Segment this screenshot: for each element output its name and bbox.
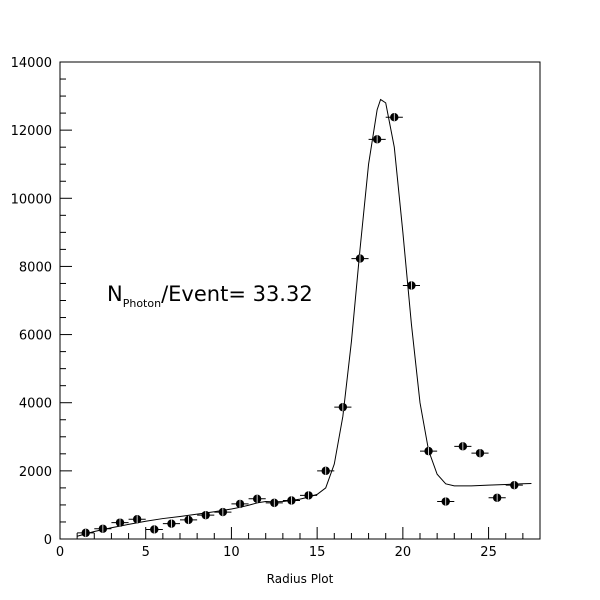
axes: 0 5 10 15 20 25 0 2000 4000 6000 8000 10000 12000 140… — [11, 56, 541, 560]
data-point — [437, 497, 455, 506]
annotation-subscript: Photon — [123, 297, 161, 310]
data-point — [128, 515, 146, 524]
fit-curve — [77, 98, 532, 537]
x-tick-label: 5 — [142, 545, 150, 560]
data-point — [197, 510, 215, 520]
data-point — [162, 519, 180, 528]
data-point — [420, 446, 438, 456]
y-tick-label: 4000 — [19, 397, 52, 412]
annotation-main: N — [107, 282, 123, 306]
data-point — [248, 494, 266, 503]
x-tick-label: 20 — [395, 545, 412, 560]
x-tick-label: 10 — [223, 545, 240, 560]
data-point — [94, 524, 112, 533]
data-point — [402, 281, 420, 290]
y-tick-label: 10000 — [11, 192, 52, 207]
data-point — [351, 254, 369, 263]
data-point — [454, 442, 472, 451]
data-point — [145, 525, 163, 534]
data-point — [111, 518, 129, 527]
annotation-rest: /Event= 33.32 — [161, 282, 313, 306]
data-point — [317, 466, 335, 476]
photon-per-event-annotation: NPhoton/Event= 33.32 — [107, 282, 313, 310]
data-point — [334, 402, 352, 412]
y-tick-label: 14000 — [11, 56, 52, 71]
x-tick-label: 0 — [56, 545, 64, 560]
data-point — [505, 480, 523, 490]
y-tick-label: 0 — [44, 533, 52, 548]
data-point — [385, 112, 403, 122]
x-tick-label: 15 — [309, 545, 326, 560]
data-point — [214, 507, 232, 517]
data-point — [300, 491, 318, 500]
data-point — [231, 499, 249, 509]
data-points-layer — [77, 112, 523, 538]
data-point — [282, 496, 300, 505]
fit-curve-layer — [77, 98, 532, 537]
y-tick-label: 12000 — [11, 124, 52, 139]
data-point — [488, 493, 506, 502]
data-point — [180, 515, 198, 525]
y-tick-label: 6000 — [19, 329, 52, 344]
data-point — [471, 448, 489, 458]
data-point — [368, 135, 386, 144]
x-tick-label: 25 — [480, 545, 497, 560]
data-point — [265, 498, 283, 508]
data-point — [77, 528, 95, 538]
y-tick-label: 8000 — [19, 260, 52, 275]
y-tick-label: 2000 — [19, 465, 52, 480]
x-axis-label: Radius Plot — [267, 572, 334, 586]
